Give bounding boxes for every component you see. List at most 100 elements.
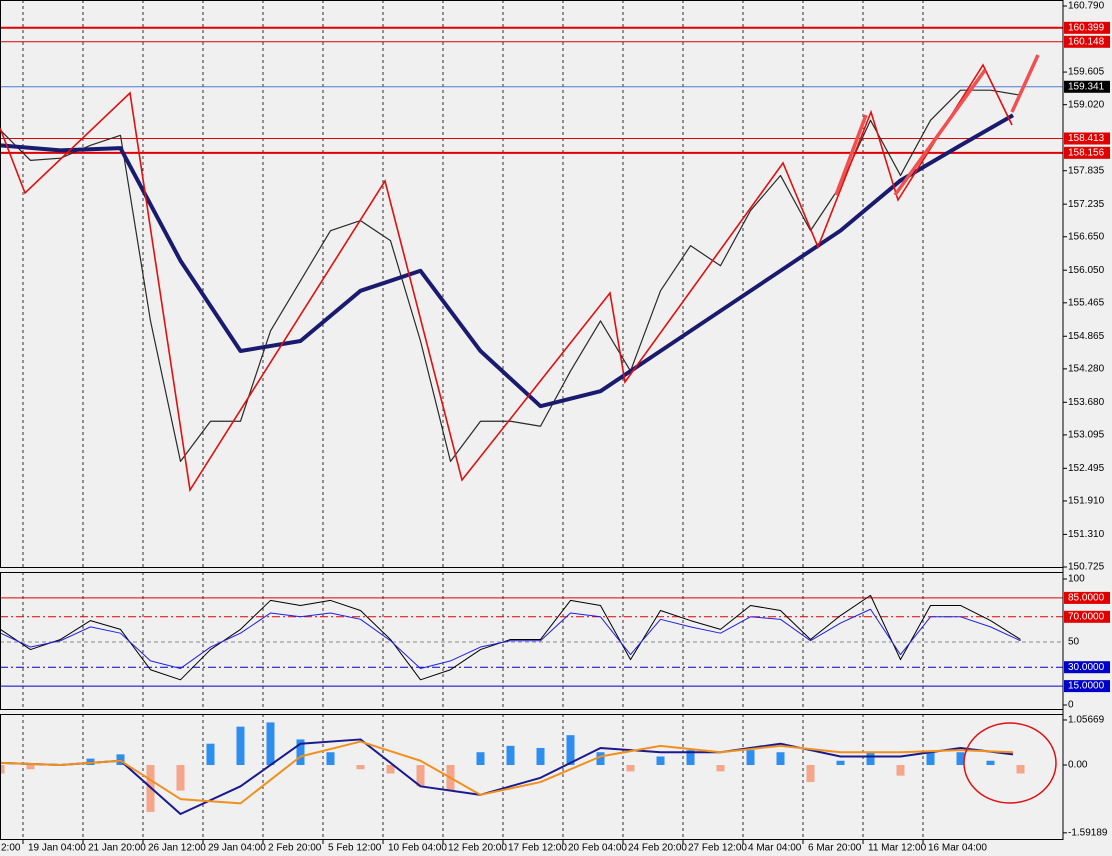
y-tick-label: 160.790 — [1068, 1, 1105, 12]
y-tick-label: 0.00 — [1068, 760, 1088, 771]
histogram-bar — [206, 743, 215, 766]
highlight-circle — [963, 722, 1057, 804]
y-tick-label: 150.725 — [1068, 562, 1105, 573]
histogram-bar — [86, 758, 95, 766]
level-label-box — [1064, 35, 1110, 48]
y-tick-label: 156.050 — [1068, 265, 1105, 276]
histogram-bar — [806, 765, 815, 783]
x-tick-label: 19 Jan 04:00 — [28, 843, 86, 854]
x-tick-label: 5 Feb 12:00 — [328, 843, 382, 854]
histogram-bar — [746, 750, 755, 766]
level-label-box — [1064, 132, 1110, 145]
level-label-box — [1064, 610, 1110, 623]
histogram-bar — [836, 760, 845, 766]
arrow — [893, 68, 987, 197]
y-tick-label: 152.495 — [1068, 463, 1105, 474]
x-tick-label: 17 Feb 12:00 — [508, 843, 567, 854]
y-tick-label: 151.910 — [1068, 496, 1105, 507]
histogram-bar — [956, 752, 965, 766]
level-label-box — [1064, 80, 1110, 93]
level-label: 158.156 — [1068, 147, 1105, 158]
histogram-bar — [986, 760, 995, 766]
x-tick-label: 21 Jan 20:00 — [88, 843, 146, 854]
histogram-bar — [266, 722, 275, 766]
level-label: 160.399 — [1068, 22, 1105, 33]
level-label: 85.0000 — [1068, 593, 1105, 604]
arrows — [834, 54, 1040, 197]
histogram-bar — [626, 765, 635, 772]
level-label-box — [1064, 146, 1110, 159]
series-line — [0, 738, 1014, 816]
y-tick-label: 154.865 — [1068, 331, 1105, 342]
histogram-bar — [596, 752, 605, 766]
level-label-box — [1064, 591, 1110, 604]
y-tick-label: 153.680 — [1068, 397, 1105, 408]
y-tick-label: 157.835 — [1068, 165, 1105, 176]
level-label: 15.0000 — [1068, 681, 1105, 692]
level-label: 158.413 — [1068, 133, 1105, 144]
histogram-bar — [866, 752, 875, 766]
zigzag — [0, 63, 1013, 493]
x-tick-label: 16 Mar 04:00 — [928, 843, 987, 854]
series-line — [0, 594, 1021, 681]
x-tick-label: 6 Mar 20:00 — [808, 843, 862, 854]
histogram-bar — [296, 739, 305, 766]
y-tick-label: 1.05669 — [1068, 715, 1105, 726]
level-label: 70.0000 — [1068, 611, 1105, 622]
histogram-bar — [476, 752, 485, 766]
arrow — [834, 114, 868, 196]
y-tick-label: -1.59189 — [1068, 827, 1108, 838]
histogram-bar — [116, 754, 125, 766]
y-tick-label: 159.605 — [1068, 67, 1105, 78]
x-tick-label: 12 Feb 20:00 — [448, 843, 507, 854]
x-tick-label: 4 Mar 04:00 — [748, 843, 802, 854]
x-tick-label: 20 Feb 04:00 — [568, 843, 627, 854]
histogram-bar — [566, 735, 575, 766]
histogram-bar — [356, 765, 365, 770]
level-label: 50 — [1068, 637, 1080, 648]
y-tick-label: 151.310 — [1068, 529, 1105, 540]
level-label: 30.0000 — [1068, 662, 1105, 673]
histogram-bar — [26, 765, 35, 770]
histogram-bar — [686, 750, 695, 766]
level-label-box — [1064, 680, 1110, 693]
histogram-bar — [416, 765, 425, 787]
y-tick-label: 155.465 — [1068, 297, 1105, 308]
level-label-box — [1064, 21, 1110, 34]
x-tick-label: 2:00 — [1, 843, 21, 854]
y-tick-label: 156.650 — [1068, 231, 1105, 242]
histogram-bar — [1016, 765, 1025, 774]
histogram-bar — [236, 726, 245, 766]
histogram-bar — [506, 745, 515, 766]
x-tick-label: 26 Jan 12:00 — [148, 843, 206, 854]
x-tick-label: 11 Mar 12:00 — [868, 843, 927, 854]
histogram-bar — [536, 747, 545, 766]
histogram-bar — [0, 765, 5, 774]
y-tick-label: 157.235 — [1068, 199, 1105, 210]
level-label: 159.341 — [1068, 81, 1105, 92]
arrow — [1010, 54, 1040, 113]
histogram-bar — [176, 765, 185, 791]
annotations — [0, 54, 1057, 804]
y-tick-label: 153.095 — [1068, 430, 1105, 441]
y-tick-label: 100 — [1068, 574, 1085, 585]
x-tick-label: 2 Feb 20:00 — [268, 843, 322, 854]
histogram-bar — [896, 765, 905, 776]
series-line — [0, 608, 1021, 669]
y-tick-label: 159.020 — [1068, 99, 1105, 110]
x-tick-label: 27 Feb 12:00 — [688, 843, 747, 854]
x-tick-label: 29 Jan 04:00 — [208, 843, 266, 854]
level-label-box — [1064, 661, 1110, 674]
histogram-bar — [716, 765, 725, 772]
series-line — [0, 740, 1014, 805]
x-tick-label: 10 Feb 04:00 — [388, 843, 447, 854]
histogram-bar — [656, 756, 665, 766]
y-tick-label: 154.280 — [1068, 363, 1105, 374]
x-tick-label: 24 Feb 20:00 — [628, 843, 687, 854]
series-line — [0, 113, 1015, 409]
level-label: 160.148 — [1068, 36, 1105, 47]
